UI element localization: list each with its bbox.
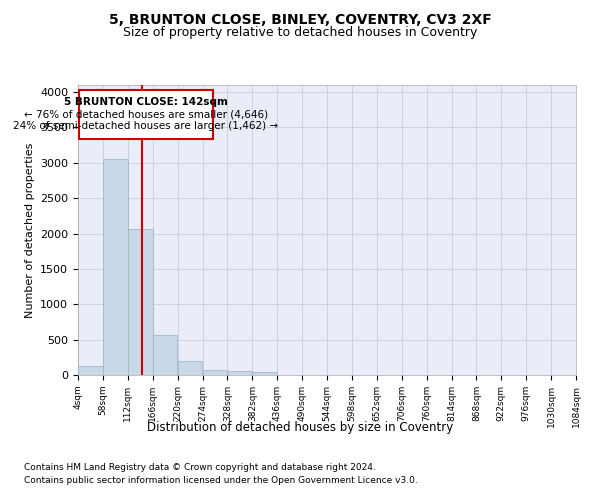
Bar: [253, 372, 277, 375]
Text: 24% of semi-detached houses are larger (1,462) →: 24% of semi-detached houses are larger (…: [13, 121, 278, 131]
Y-axis label: Number of detached properties: Number of detached properties: [25, 142, 35, 318]
Bar: [78, 366, 103, 375]
Text: Contains HM Land Registry data © Crown copyright and database right 2024.: Contains HM Land Registry data © Crown c…: [24, 464, 376, 472]
Bar: [203, 370, 227, 375]
FancyBboxPatch shape: [79, 90, 212, 140]
Bar: [227, 372, 252, 375]
Text: ← 76% of detached houses are smaller (4,646): ← 76% of detached houses are smaller (4,…: [24, 109, 268, 119]
Text: 5 BRUNTON CLOSE: 142sqm: 5 BRUNTON CLOSE: 142sqm: [64, 97, 228, 107]
Bar: [128, 230, 152, 375]
Text: Contains public sector information licensed under the Open Government Licence v3: Contains public sector information licen…: [24, 476, 418, 485]
Bar: [103, 158, 128, 375]
Bar: [153, 336, 178, 375]
Bar: [178, 361, 202, 375]
Text: 5, BRUNTON CLOSE, BINLEY, COVENTRY, CV3 2XF: 5, BRUNTON CLOSE, BINLEY, COVENTRY, CV3 …: [109, 12, 491, 26]
Text: Distribution of detached houses by size in Coventry: Distribution of detached houses by size …: [147, 421, 453, 434]
Text: Size of property relative to detached houses in Coventry: Size of property relative to detached ho…: [123, 26, 477, 39]
